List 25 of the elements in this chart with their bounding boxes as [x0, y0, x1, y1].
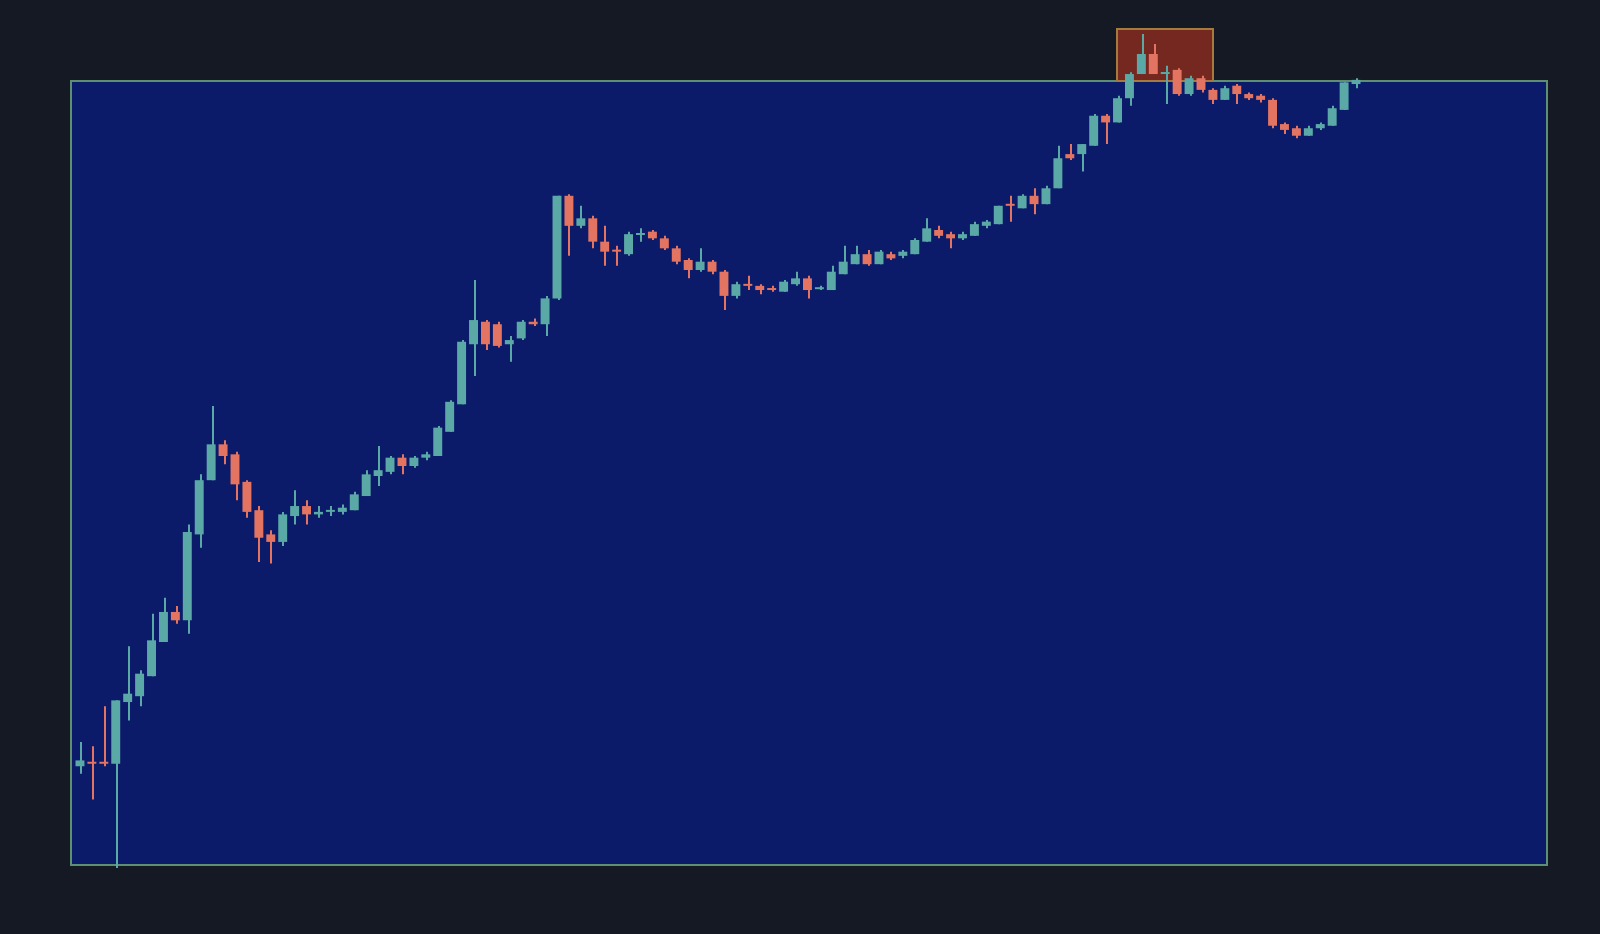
candlestick [1160, 64, 1170, 106]
candlestick [1136, 33, 1146, 76]
candlestick [1148, 43, 1158, 76]
candlestick [206, 404, 216, 482]
candlestick [1053, 144, 1063, 190]
candlestick [1005, 194, 1015, 223]
candlestick [75, 741, 85, 775]
candlestick [695, 247, 705, 273]
candlestick [1029, 187, 1039, 216]
candlestick [719, 269, 729, 312]
candlestick [504, 334, 514, 363]
candlestick [564, 193, 574, 257]
candlestick [1113, 94, 1122, 124]
candlestick [588, 214, 598, 250]
candlestick [397, 453, 407, 476]
candlestick [1101, 113, 1111, 146]
candlestick [1232, 83, 1242, 106]
candlestick [516, 319, 526, 342]
candlestick [1184, 74, 1194, 97]
candlestick [540, 294, 550, 337]
candlestick [802, 274, 812, 300]
candlestick [576, 204, 586, 230]
candlestick [1124, 71, 1134, 107]
candlestick [1172, 67, 1182, 97]
candlestick [302, 499, 312, 526]
